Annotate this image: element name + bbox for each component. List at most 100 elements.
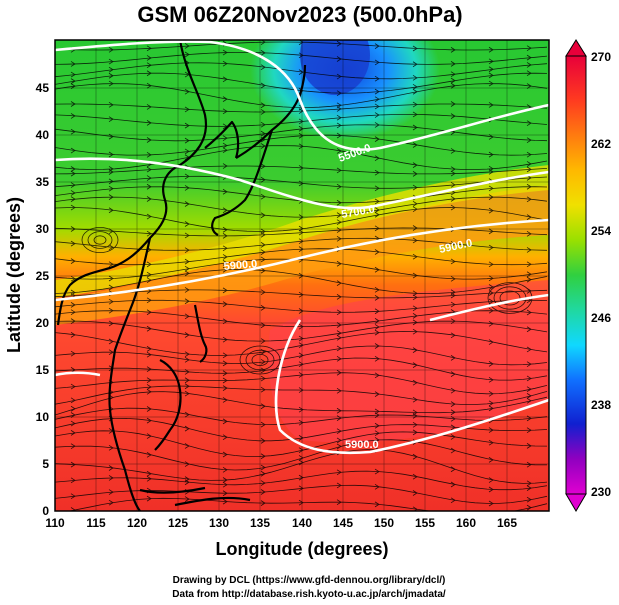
wind-arrow [451, 511, 455, 516]
wind-arrow [336, 387, 342, 394]
wind-arrow [450, 387, 456, 394]
eddy-streamline [499, 290, 521, 306]
colorbar-bottom-arrow [565, 493, 587, 512]
wind-arrow [298, 125, 304, 132]
wind-arrow [146, 271, 152, 278]
wind-arrow [374, 422, 380, 429]
wind-arrow [526, 504, 532, 511]
wind-arrow [222, 481, 228, 488]
wind-arrow [488, 80, 494, 87]
wind-arrow [450, 258, 456, 265]
wind-arrow [336, 309, 342, 316]
wind-arrow [412, 171, 418, 177]
wind-arrow [336, 294, 342, 300]
wind-arrow [450, 409, 456, 416]
wind-arrow [184, 377, 190, 384]
wind-arrow [146, 309, 152, 316]
wind-arrow [184, 221, 190, 227]
wind-arrow [374, 122, 380, 128]
wind-arrow [184, 137, 190, 144]
wind-arrow [450, 292, 456, 299]
wind-arrow [298, 108, 304, 114]
wind-arrow [70, 182, 76, 188]
wind-arrow [70, 332, 76, 338]
wind-arrow [412, 61, 418, 68]
wind-arrow [374, 501, 380, 508]
wind-arrow [108, 244, 114, 251]
wind-arrow [488, 500, 494, 507]
wind-arrow [70, 430, 76, 436]
wind-arrow [222, 266, 228, 273]
wind-arrow [336, 330, 342, 336]
wind-arrow [260, 249, 266, 255]
wind-arrow [260, 143, 266, 149]
wind-arrow [260, 121, 266, 128]
wind-arrow [146, 470, 152, 477]
wind-arrow [450, 204, 456, 211]
wind-arrow [108, 58, 114, 65]
wind-arrow [526, 137, 532, 144]
wind-arrow [298, 455, 304, 461]
wind-arrow [260, 82, 266, 89]
wind-arrow [336, 227, 342, 233]
wind-arrow [108, 116, 114, 123]
wind-arrow [298, 225, 304, 232]
cold-core [300, 40, 370, 95]
wind-arrow [412, 294, 418, 301]
wind-arrow [526, 62, 532, 68]
wind-arrow [70, 493, 76, 500]
wind-arrow [184, 232, 190, 239]
wind-arrow [374, 169, 380, 176]
wind-arrow [222, 385, 228, 391]
wind-arrow [70, 170, 76, 177]
wind-arrow [412, 413, 418, 419]
wind-arrow [146, 433, 152, 439]
wind-arrow [260, 358, 266, 365]
wind-arrow [526, 415, 532, 422]
wind-arrow [146, 120, 152, 126]
x-tick: 160 [456, 516, 476, 530]
wind-arrow [108, 499, 114, 506]
wind-arrow [222, 142, 228, 149]
wind-arrow [412, 162, 418, 168]
wind-arrow [374, 225, 380, 232]
wind-arrow [488, 339, 494, 345]
wind-arrow [108, 151, 114, 158]
wind-arrow [450, 61, 456, 67]
wind-arrow [450, 113, 456, 119]
wind-arrow [184, 106, 190, 113]
contour-label-5900-west: 5900.0 [223, 258, 258, 273]
wind-arrow [526, 45, 532, 52]
colorbar-tick: 246 [591, 311, 611, 325]
wind-arrow [526, 480, 532, 487]
wind-arrow [298, 229, 304, 236]
contour-label-5900-center: 5900.0 [345, 439, 379, 451]
wind-arrow [260, 50, 266, 56]
wind-arrow [374, 249, 380, 255]
wind-arrow [184, 247, 190, 254]
wind-arrow [412, 313, 418, 319]
wind-arrow [298, 419, 304, 426]
wind-arrow [184, 298, 190, 305]
wind-arrow [488, 72, 494, 79]
wind-arrow [412, 101, 418, 108]
wind-arrow [260, 453, 266, 460]
wind-arrow [146, 475, 152, 482]
wind-arrow [184, 479, 190, 486]
wind-arrow [450, 148, 456, 154]
wind-arrow [146, 70, 152, 77]
wind-arrow [526, 361, 532, 368]
wind-arrow [412, 328, 418, 335]
wind-arrow [336, 428, 342, 435]
wind-arrow [146, 261, 152, 268]
wind-arrow [108, 444, 114, 451]
wind-arrow [184, 443, 190, 449]
wind-arrow [260, 322, 266, 329]
wind-arrow [70, 397, 76, 404]
wind-arrow [222, 301, 228, 307]
wind-arrow [336, 260, 342, 267]
wind-arrow [260, 109, 266, 115]
wind-arrow [374, 391, 380, 397]
wind-arrow [222, 96, 228, 102]
wind-arrow [260, 438, 266, 444]
